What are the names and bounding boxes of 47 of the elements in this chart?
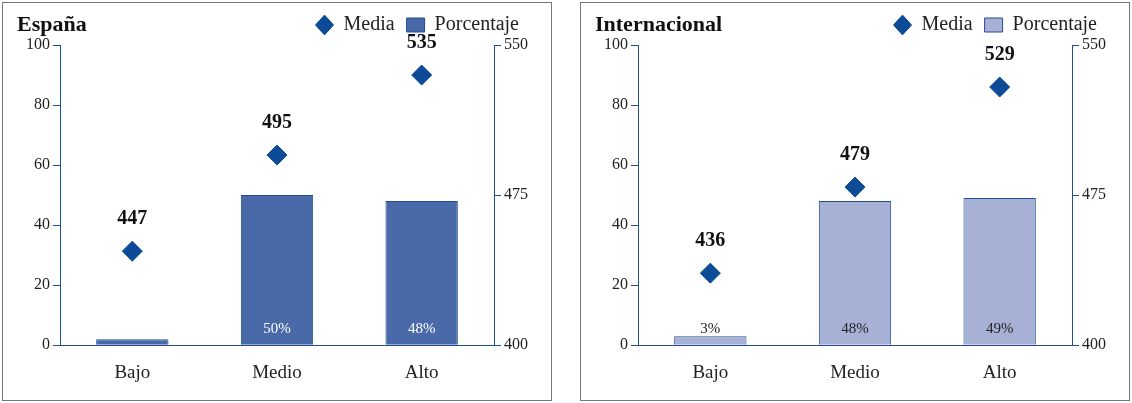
data-label: 447 [117,206,148,229]
legend-label: Porcentaje [1012,12,1098,36]
y-tick-label: 0 [42,335,50,353]
point [844,176,866,198]
y-tick-label: 20 [612,275,628,293]
y-tick-label: 80 [34,95,50,113]
data-label: 529 [984,42,1015,65]
point [266,144,288,166]
data-label: 495 [262,110,292,133]
point [121,240,143,262]
point [411,64,433,86]
x-tick-label: Medio [252,360,302,382]
x-tick-label: Bajo [114,360,151,382]
y2-tick-label: 550 [504,35,528,53]
y2-tick-label: 550 [1082,35,1106,53]
y2-tick-label: 475 [1082,185,1106,203]
x-tick-label: Alto [982,360,1017,382]
y2-tick-label: 400 [1082,335,1106,353]
x-tick-label: Bajo [692,360,729,382]
data-label: 50% [263,320,291,337]
data-label: 49% [985,320,1014,337]
legend-label: Porcentaje [434,12,520,36]
y-tick-label: 100 [604,35,628,53]
y-tick-label: 0 [620,335,628,353]
x-tick-label: Medio [830,360,880,382]
y-tick-label: 80 [612,95,628,113]
data-label: 479 [840,142,870,165]
y-tick-label: 20 [34,275,50,293]
y-tick-label: 60 [612,155,628,173]
legend-label: Media [921,12,973,35]
point [699,262,721,284]
y2-tick-label: 475 [504,185,528,203]
data-label: 436 [695,228,726,251]
data-label: 3% [700,320,721,337]
y2-tick-label: 400 [504,335,528,353]
data-label: 535 [406,30,437,53]
data-label: 48% [841,320,869,337]
x-tick-label: Alto [404,360,439,382]
y-tick-label: 40 [34,215,50,233]
y-tick-label: 40 [612,215,628,233]
y-tick-label: 100 [26,35,50,53]
point [989,76,1011,98]
y-tick-label: 60 [34,155,50,173]
legend-label: Media [343,12,395,35]
data-label: 48% [407,320,436,337]
chart-title: Internacional [595,11,723,37]
chart-title: España [17,11,87,37]
